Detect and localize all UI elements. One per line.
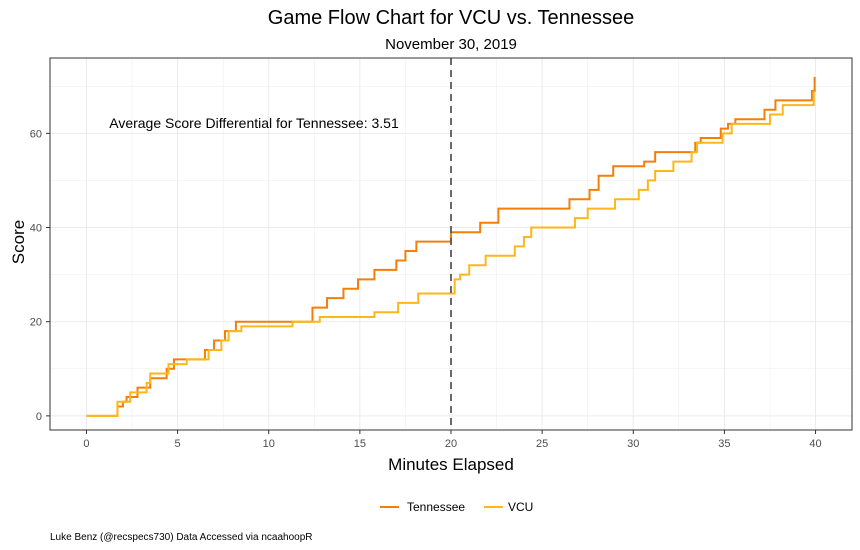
y-tick-label: 60 <box>30 128 42 140</box>
y-axis-title: Score <box>9 220 28 264</box>
series-line-vcu <box>86 90 815 417</box>
x-tick-label: 40 <box>809 438 821 450</box>
series-lines <box>86 76 816 417</box>
legend-label: VCU <box>508 500 533 514</box>
x-tick-label: 15 <box>354 438 366 450</box>
x-axis-ticks: 0 5 10 15 20 25 30 35 40 <box>83 430 822 450</box>
x-tick-label: 25 <box>536 438 548 450</box>
y-tick-label: 0 <box>36 411 42 423</box>
x-tick-label: 10 <box>263 438 275 450</box>
chart-caption: Luke Benz (@recspecs730) Data Accessed v… <box>50 532 313 543</box>
chart-title: Game Flow Chart for VCU vs. Tennessee <box>268 7 634 29</box>
x-axis-title: Minutes Elapsed <box>388 455 514 474</box>
score-differential-annotation: Average Score Differential for Tennessee… <box>109 115 399 131</box>
x-tick-label: 5 <box>175 438 181 450</box>
legend-item-vcu: VCU <box>484 500 533 514</box>
x-tick-label: 0 <box>83 438 89 450</box>
x-tick-label: 35 <box>718 438 730 450</box>
y-axis-ticks: 0 20 40 60 <box>30 128 50 423</box>
y-tick-label: 20 <box>30 317 42 329</box>
chart-subtitle: November 30, 2019 <box>385 36 517 53</box>
legend-item-tennessee: Tennessee <box>380 500 465 514</box>
x-tick-label: 30 <box>627 438 639 450</box>
y-tick-label: 40 <box>30 223 42 235</box>
x-tick-label: 20 <box>445 438 457 450</box>
legend: Tennessee VCU <box>380 500 533 514</box>
legend-label: Tennessee <box>407 500 465 514</box>
